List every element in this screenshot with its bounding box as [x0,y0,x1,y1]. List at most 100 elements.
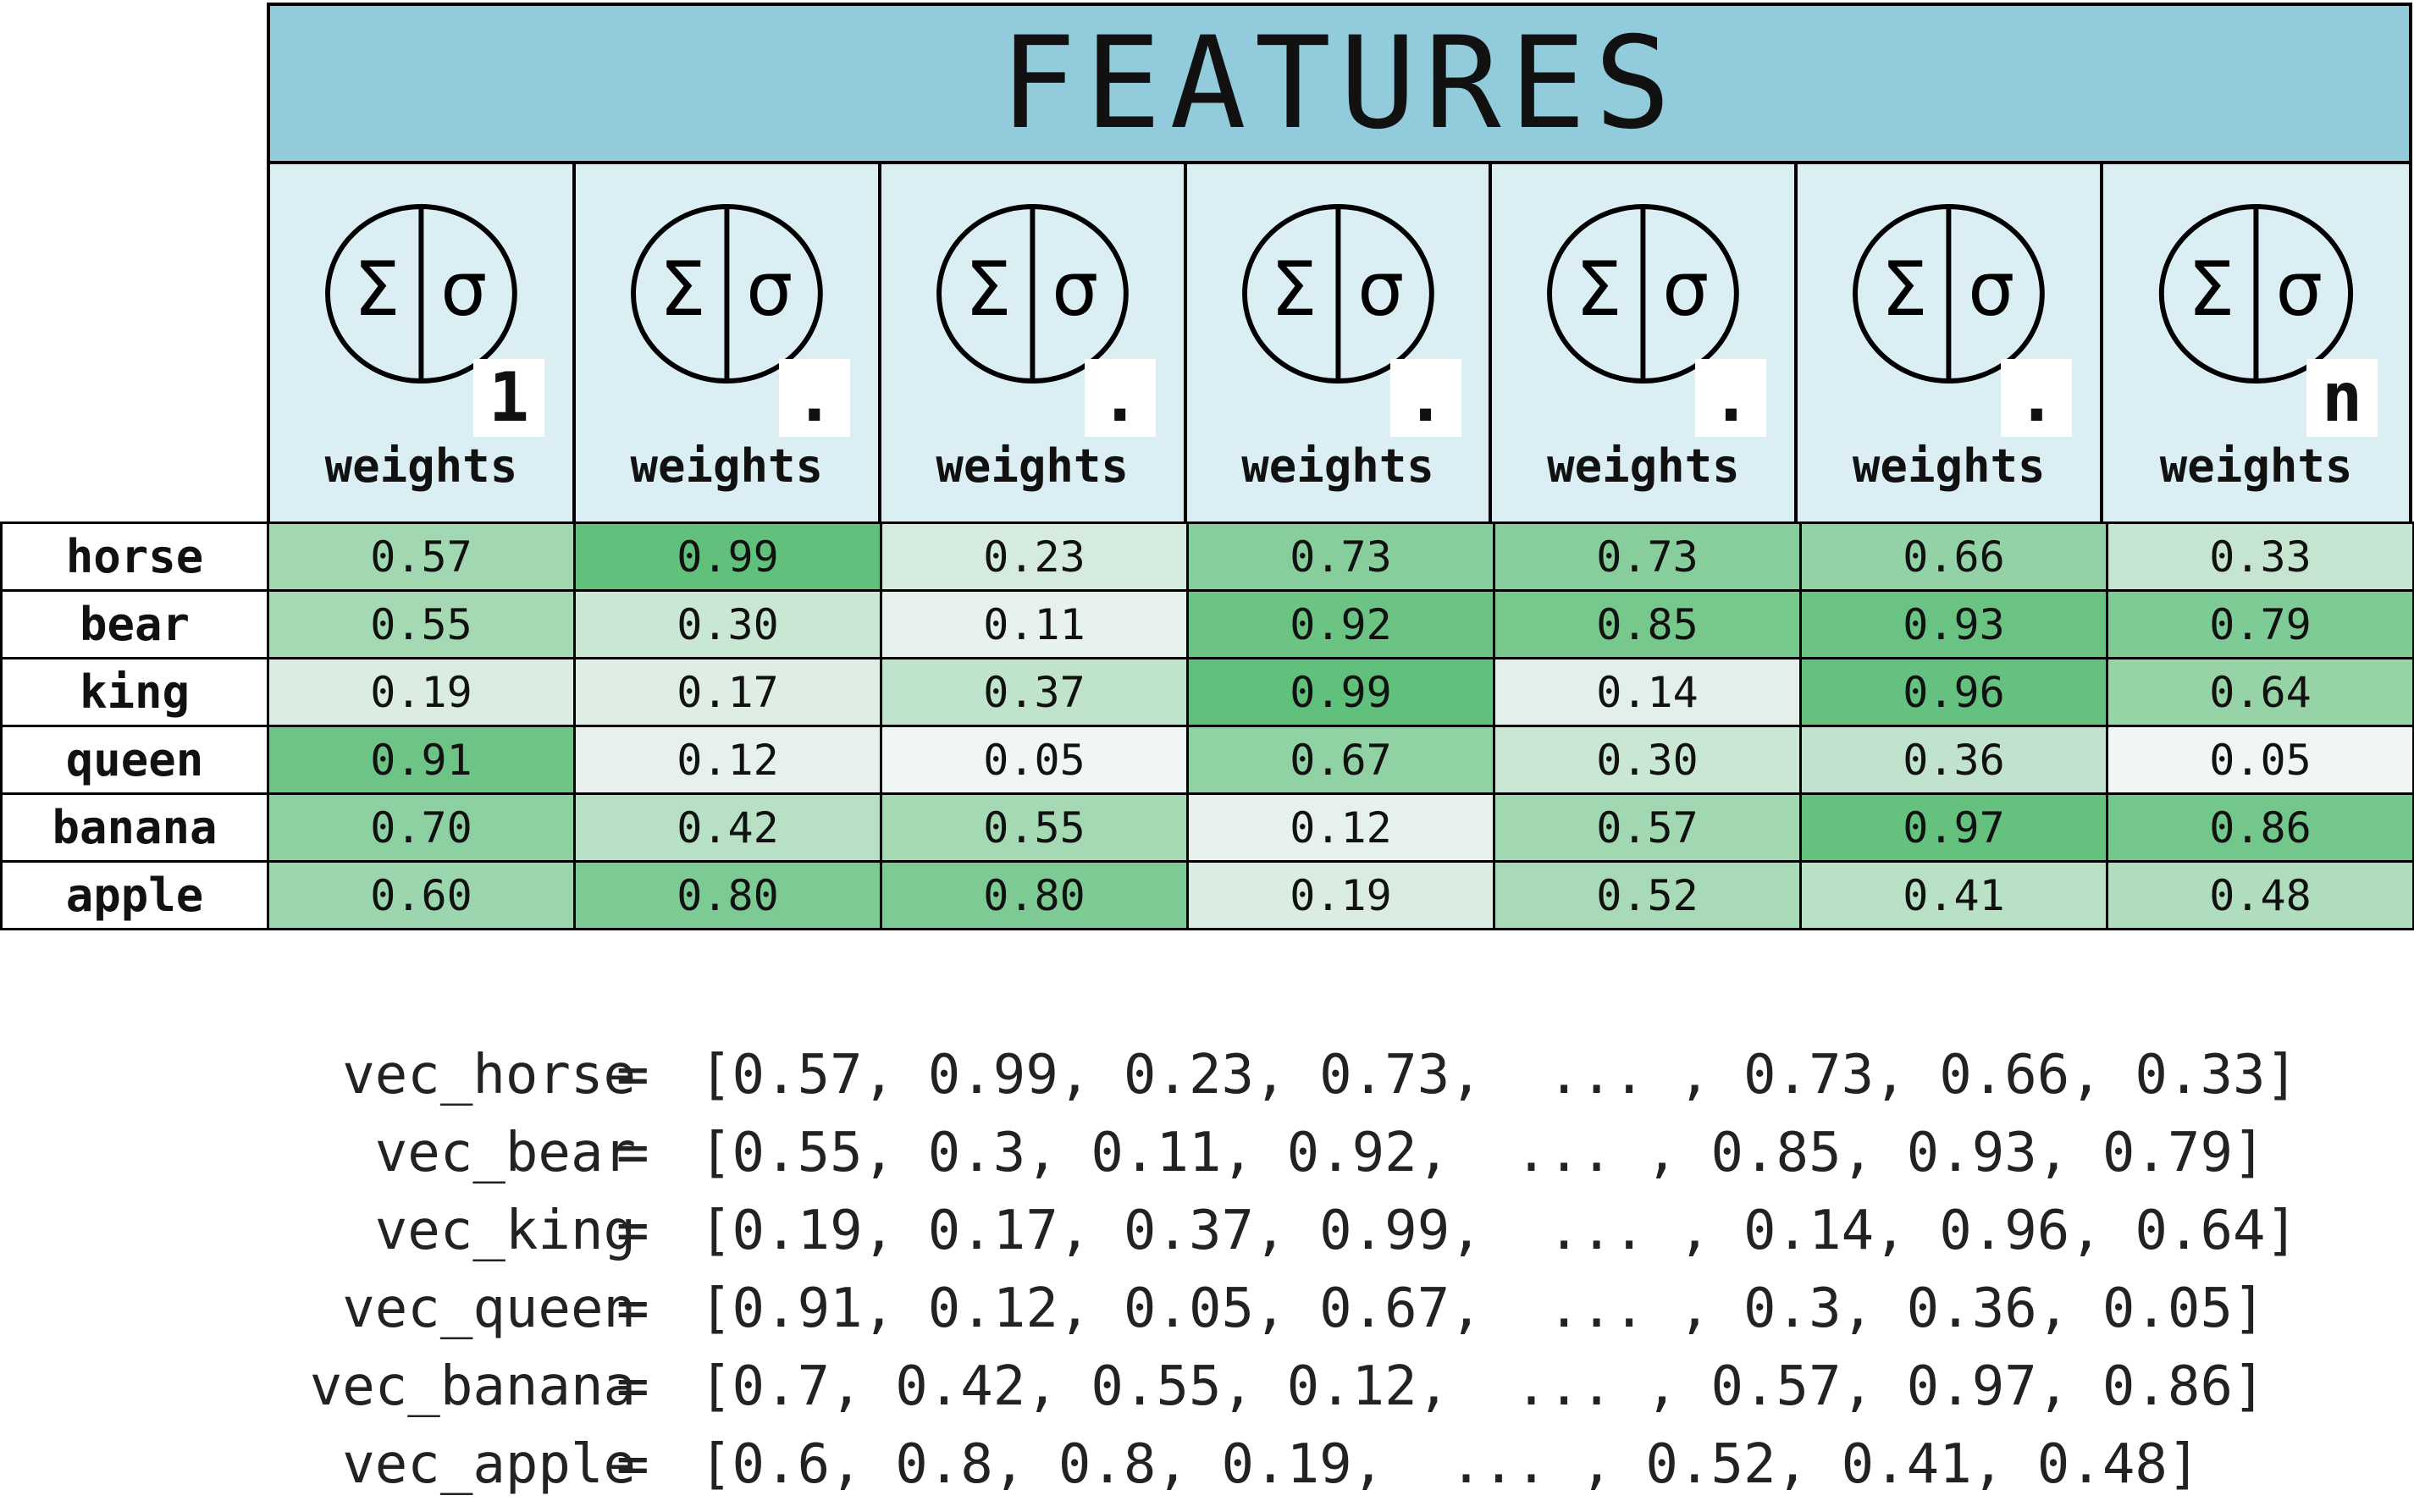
vector-line: vec_banana = [0.7, 0.42, 0.55, 0.12, ... ,… [0,1353,2414,1421]
sum-symbol: Σ [354,246,400,333]
vector-name: vec_horse [342,1044,636,1106]
weight-cell: 0.05 [880,725,1189,795]
weight-cell: 0.70 [267,792,576,863]
vector-values: [0.57, 0.99, 0.23, 0.73, ... , 0.73, 0.6… [699,1044,2299,1106]
weight-cell: 0.92 [1186,589,1495,659]
weight-cell: 0.80 [573,860,882,930]
neuron-index-label: . [1405,358,1446,437]
word-label: horse [0,521,269,592]
vector-values: [0.6, 0.8, 0.8, 0.19, ... , 0.52, 0.41, … [699,1433,2201,1496]
neuron-index: . [1695,358,1767,437]
word-label: banana [0,792,269,863]
vector-equals: = [616,1044,649,1106]
neuron-index-label: . [793,358,835,437]
neuron-index-label: 1 [488,358,530,437]
weight-cell: 0.41 [1799,860,2108,930]
word-label: queen [0,725,269,795]
weight-cell: 0.12 [1186,792,1495,863]
weight-cell: 0.52 [1493,860,1802,930]
sum-symbol: Σ [964,246,1011,333]
neuron-index-label: . [1099,358,1141,437]
weight-cell: 0.91 [267,725,576,795]
neuron-index: . [2001,359,2073,437]
embedding-table: horse 0.57 0.99 0.23 0.73 0.73 0.66 0.33 bear 0.5… [0,521,2414,930]
weight-cell: 0.80 [880,860,1189,930]
neuron-index: n [2306,359,2378,437]
sum-symbol: Σ [1576,246,1622,333]
table-row: king 0.19 0.17 0.37 0.99 0.14 0.96 0.64 [0,657,2414,727]
vector-equals: = [616,1433,649,1496]
vector-line: vec_bear = [0.55, 0.3, 0.11, 0.92, ... , 0… [0,1119,2414,1187]
word-label: bear [0,589,269,659]
sigma-symbol: σ [1357,246,1404,333]
sum-symbol: Σ [2188,246,2234,333]
weights-label: weights [324,439,518,493]
weights-label: weights [2159,439,2353,493]
weight-cell: 0.23 [880,521,1189,592]
vector-values: [0.7, 0.42, 0.55, 0.12, ... , 0.57, 0.97… [699,1355,2266,1418]
vector-values: [0.91, 0.12, 0.05, 0.67, ... , 0.3, 0.36… [699,1277,2266,1340]
weight-cell: 0.96 [1799,657,2108,727]
weight-cell: 0.36 [1799,725,2108,795]
weight-cell: 0.55 [267,589,576,659]
vector-values: [0.19, 0.17, 0.37, 0.99, ... , 0.14, 0.9… [699,1200,2299,1262]
neuron-index-label: n [2322,358,2363,437]
weight-cell: 0.93 [1799,589,2108,659]
neuron-index: . [778,358,850,437]
vector-name: vec_apple [342,1433,636,1496]
vector-name: vec_banana [309,1355,636,1418]
neuron-index-label: . [1710,358,1752,437]
vector-line: vec_horse = [0.57, 0.99, 0.23, 0.73, ... ,… [0,1041,2414,1109]
weights-label: weights [1547,439,1740,493]
vector-name: vec_king [374,1200,636,1262]
weight-cell: 0.55 [880,792,1189,863]
weights-label: weights [1241,439,1434,493]
weight-cell: 0.30 [573,589,882,659]
vector-equals: = [616,1277,649,1340]
sigma-symbol: σ [1052,246,1098,333]
weight-cell: 0.42 [573,792,882,863]
vector-name: vec_queen [342,1277,636,1340]
weight-cell: 0.19 [267,657,576,727]
weight-cell: 0.60 [267,860,576,930]
word-label: king [0,657,269,727]
vector-equals: = [616,1122,649,1184]
sum-symbol: Σ [1881,246,1928,333]
weights-label: weights [630,439,824,493]
weights-label: weights [1852,439,2046,493]
vector-line: vec_apple = [0.6, 0.8, 0.8, 0.19, ... , 0.… [0,1431,2414,1498]
weight-cell: 0.05 [2106,725,2414,795]
weight-cell: 0.11 [880,589,1189,659]
weights-label: weights [936,439,1129,493]
word-label: apple [0,860,269,930]
table-row: apple 0.60 0.80 0.80 0.19 0.52 0.41 0.48 [0,860,2414,930]
weight-cell: 0.73 [1186,521,1495,592]
weight-cell: 0.85 [1493,589,1802,659]
vector-equals: = [616,1200,649,1262]
weight-cell: 0.19 [1186,860,1495,930]
sum-symbol: Σ [660,246,706,333]
weight-cell: 0.30 [1493,725,1802,795]
features-title: FEATURES [999,9,1680,157]
table-row: bear 0.55 0.30 0.11 0.92 0.85 0.93 0.79 [0,589,2414,659]
weight-cell: 0.14 [1493,657,1802,727]
weight-cell: 0.64 [2106,657,2414,727]
weight-cell: 0.86 [2106,792,2414,863]
neuron-index: . [1389,358,1461,437]
vector-line: vec_queen = [0.91, 0.12, 0.05, 0.67, ... ,… [0,1275,2414,1343]
weight-cell: 0.99 [1186,657,1495,727]
weight-cell: 0.12 [573,725,882,795]
weight-cell: 0.37 [880,657,1189,727]
table-row: banana 0.70 0.42 0.55 0.12 0.57 0.97 0.86 [0,792,2414,863]
weight-cell: 0.17 [573,657,882,727]
